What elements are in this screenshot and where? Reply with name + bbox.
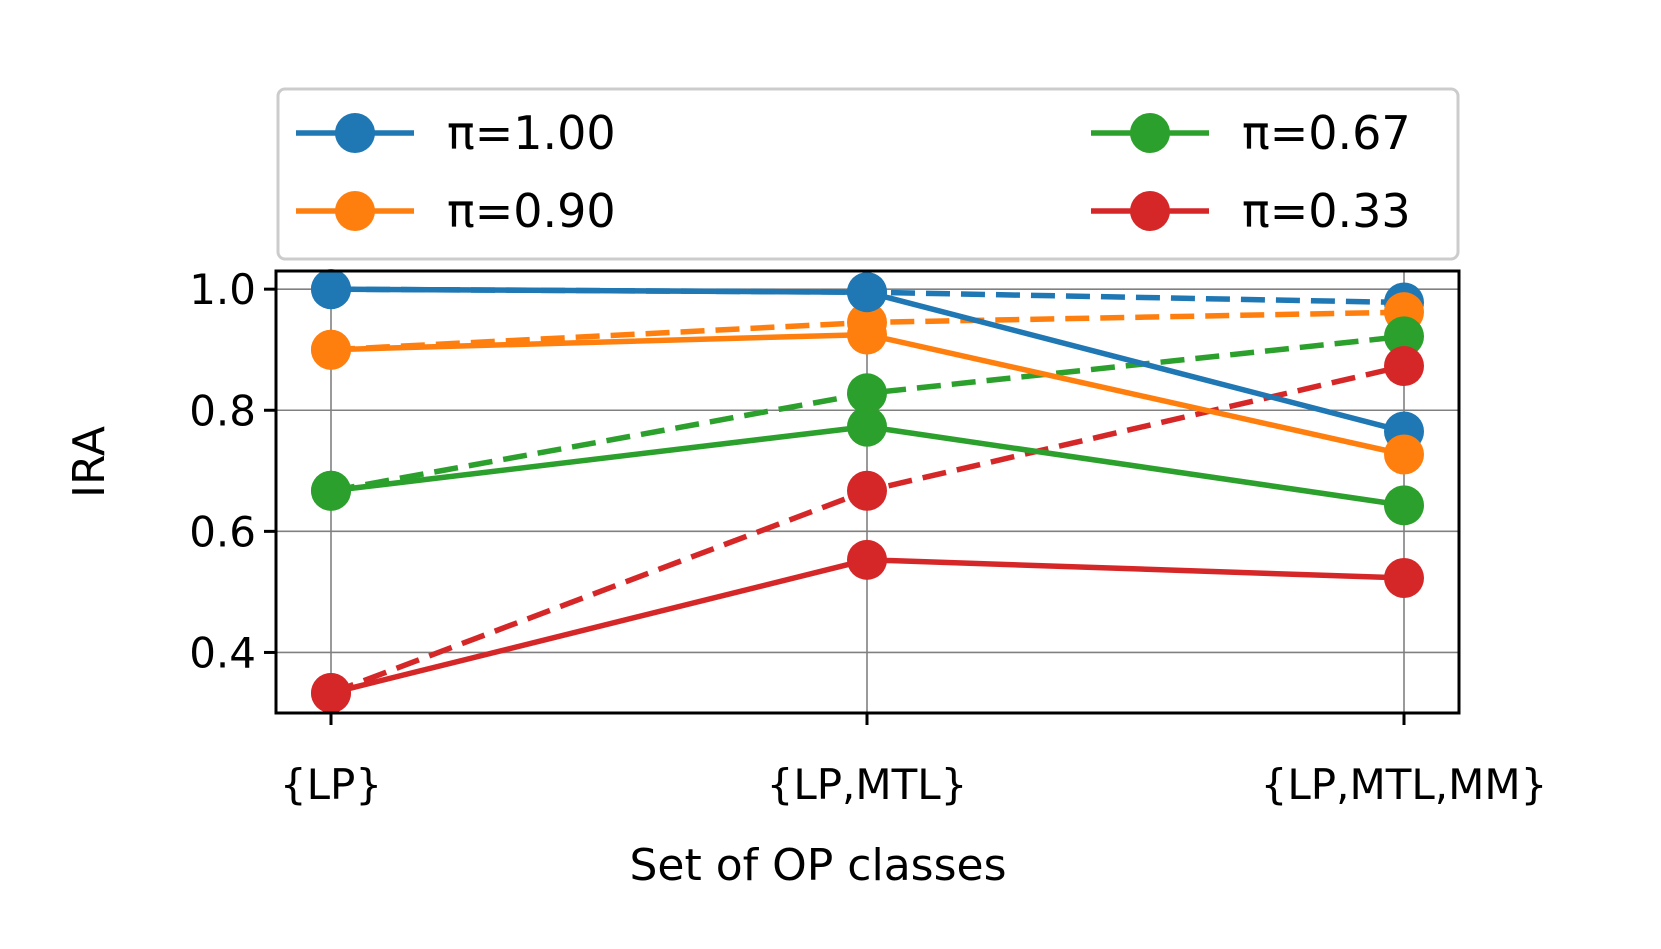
data-point <box>1384 557 1424 598</box>
legend-marker <box>335 113 375 153</box>
data-point <box>847 406 887 447</box>
data-point <box>311 329 351 370</box>
legend-marker <box>1130 191 1170 231</box>
data-point <box>1384 485 1424 526</box>
data-point <box>1384 434 1424 475</box>
data-point <box>847 539 887 580</box>
x-axis-label: Set of OP classes <box>629 840 1006 891</box>
legend-marker <box>1130 113 1170 153</box>
data-point <box>311 269 351 310</box>
data-point <box>847 314 887 355</box>
y-tick-label: 0.8 <box>189 386 256 435</box>
x-tick-label: {LP,MTL} <box>767 760 968 809</box>
legend-label: π=0.67 <box>1242 106 1411 160</box>
x-tick-label: {LP} <box>280 760 382 809</box>
y-tick-label: 1.0 <box>189 265 256 314</box>
y-axis-label: IRA <box>64 426 115 498</box>
data-point <box>311 673 351 714</box>
axes: 0.4 0.6 0.8 1.0 {LP} {LP,MTL} {LP,MTL,MM} <box>189 265 1547 809</box>
y-tick-label: 0.6 <box>189 507 256 556</box>
x-tick-label: {LP,MTL,MM} <box>1261 760 1548 809</box>
legend-label: π=0.90 <box>447 184 616 238</box>
legend-label: π=1.00 <box>447 106 616 160</box>
data-point <box>1384 346 1424 387</box>
data-point <box>847 470 887 511</box>
data-series <box>311 269 1424 714</box>
legend-label: π=0.33 <box>1242 184 1411 238</box>
legend: π=1.00 π=0.90 π=0.67 π=0.33 <box>276 87 1460 261</box>
legend-marker <box>335 191 375 231</box>
data-point <box>847 373 887 414</box>
y-tick-label: 0.4 <box>189 628 256 677</box>
data-point <box>1384 316 1424 357</box>
data-point <box>847 272 887 313</box>
data-point <box>311 470 351 511</box>
